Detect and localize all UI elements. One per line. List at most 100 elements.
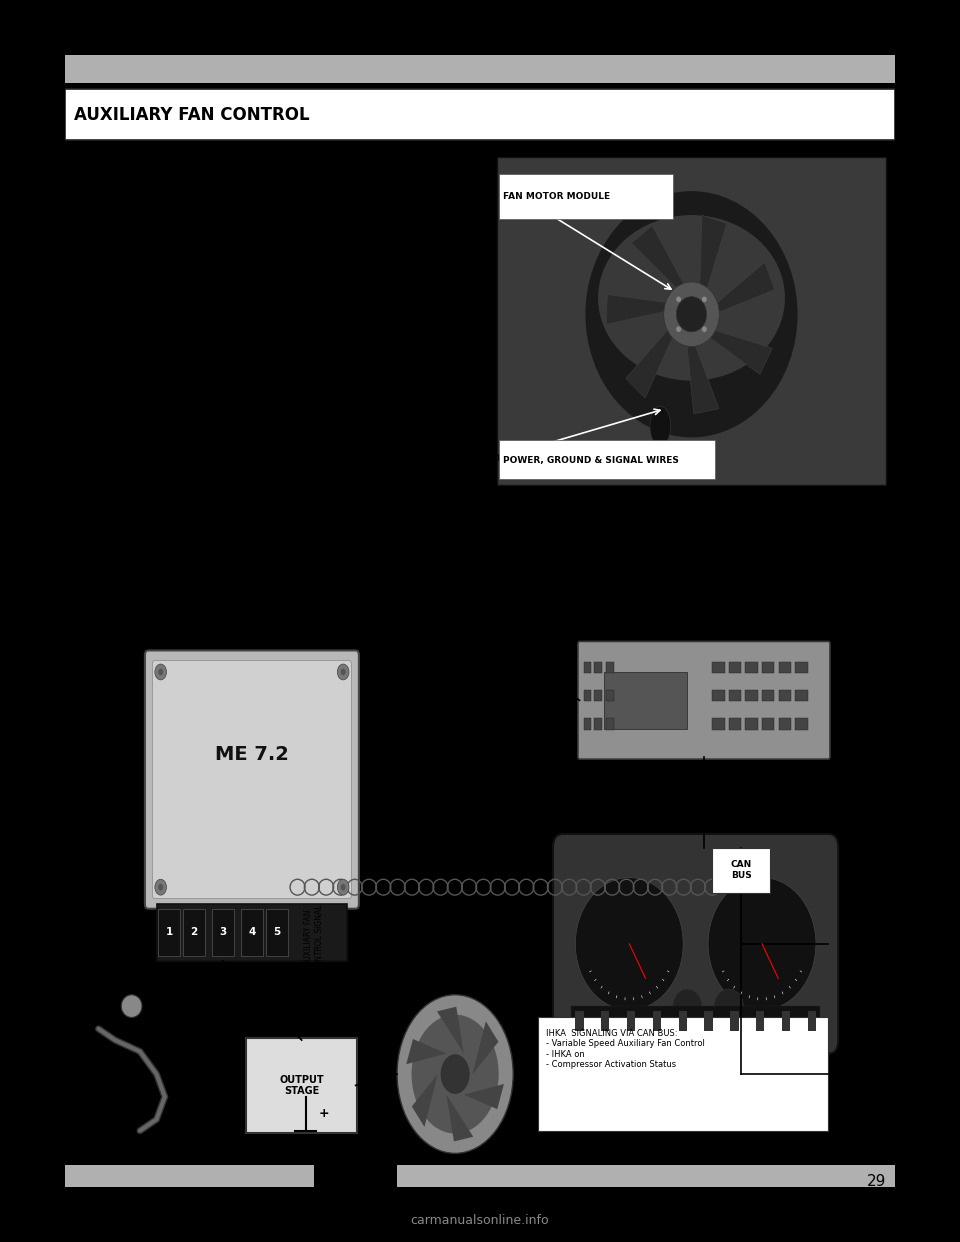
Bar	[705, 1011, 712, 1031]
Text: •: •	[86, 534, 94, 549]
Ellipse shape	[702, 327, 707, 332]
Ellipse shape	[650, 406, 671, 446]
Text: •: •	[86, 576, 94, 590]
Polygon shape	[606, 294, 671, 324]
Polygon shape	[464, 1084, 504, 1109]
Polygon shape	[626, 325, 675, 399]
Bar	[745, 691, 757, 702]
Text: carmanualsonline.info: carmanualsonline.info	[411, 1213, 549, 1227]
Bar	[594, 718, 602, 730]
Bar	[712, 847, 770, 893]
Text: AUXILIARY FAN
CONTROL SIGNAL: AUXILIARY FAN CONTROL SIGNAL	[304, 904, 324, 972]
Bar	[745, 718, 757, 730]
Bar	[795, 691, 807, 702]
Bar	[499, 174, 673, 219]
Bar	[606, 718, 613, 730]
Text: •: •	[86, 451, 94, 465]
Text: ME 7.2.: ME 7.2.	[74, 397, 120, 411]
Bar	[627, 1011, 636, 1031]
Bar	[538, 1017, 828, 1130]
Ellipse shape	[441, 1054, 469, 1094]
Ellipse shape	[676, 297, 682, 302]
Polygon shape	[472, 1021, 498, 1074]
Text: 29: 29	[867, 1174, 886, 1189]
Bar	[266, 909, 288, 956]
Ellipse shape	[158, 884, 163, 891]
Bar	[584, 662, 591, 673]
Bar	[241, 909, 263, 956]
Text: 5: 5	[274, 928, 280, 938]
Text: COMPRESSOR CUT OUT
SIGNAL (S-KOREL): COMPRESSOR CUT OUT SIGNAL (S-KOREL)	[437, 656, 457, 745]
Text: IHKA signalling via the K and CAN bus based on calculated refrigerant pressures.: IHKA signalling via the K and CAN bus ba…	[103, 493, 610, 505]
Bar	[807, 1011, 816, 1031]
Bar	[781, 1011, 790, 1031]
Polygon shape	[706, 329, 772, 374]
Bar	[575, 1011, 584, 1031]
Text: motor  output  stage  receives  power  and: motor output stage receives power and	[74, 289, 342, 302]
Polygon shape	[700, 215, 727, 294]
Bar	[183, 909, 204, 956]
Text: K BUS: K BUS	[588, 807, 628, 820]
Ellipse shape	[586, 191, 798, 437]
Bar	[397, 1165, 895, 1187]
Ellipse shape	[121, 995, 142, 1017]
Text: The auxiliary fan is controlled by ME 7.2.  The: The auxiliary fan is controlled by ME 7.…	[74, 253, 361, 266]
Bar	[499, 440, 715, 479]
Bar	[779, 718, 791, 730]
Polygon shape	[632, 226, 686, 292]
FancyBboxPatch shape	[246, 1038, 357, 1133]
Bar	[712, 691, 725, 702]
Text: control, the fan is activated based on the fol-: control, the fan is activated based on t…	[74, 402, 356, 415]
Text: +: +	[319, 1107, 329, 1120]
Text: RADIATOR
OUTLET
TEMPERATURE
SENSOR: RADIATOR OUTLET TEMPERATURE SENSOR	[82, 938, 156, 979]
Bar	[65, 55, 895, 83]
Text: AUXILIARY FAN CONTROL: AUXILIARY FAN CONTROL	[74, 106, 309, 124]
Text: When the over temperature light in the instrument cluster is on (120°C) the fan : When the over temperature light in the i…	[74, 537, 653, 549]
Bar	[594, 691, 602, 702]
FancyBboxPatch shape	[145, 651, 359, 909]
Ellipse shape	[155, 879, 166, 895]
Bar	[762, 718, 775, 730]
Text: AUX FAN
OUTPUT
STAGE/MOTOR: AUX FAN OUTPUT STAGE/MOTOR	[419, 1194, 492, 1223]
Ellipse shape	[341, 668, 346, 676]
Text: the fan is run at a frequency of 10 Hz.: the fan is run at a frequency of 10 Hz.	[74, 609, 312, 621]
FancyBboxPatch shape	[153, 661, 351, 898]
Bar	[212, 909, 233, 956]
Polygon shape	[406, 1040, 446, 1064]
Text: ground  and  activates  the  motor  based  on  a: ground and activates the motor based on …	[74, 325, 373, 338]
Polygon shape	[412, 1074, 438, 1126]
Polygon shape	[446, 1094, 473, 1141]
Bar	[601, 1011, 610, 1031]
Bar	[594, 662, 602, 673]
Text: ME 7.2: ME 7.2	[215, 745, 289, 764]
Bar	[584, 718, 591, 730]
Bar	[496, 156, 886, 486]
FancyBboxPatch shape	[578, 641, 830, 759]
Text: 4: 4	[249, 928, 255, 938]
Text: 3: 3	[219, 928, 227, 938]
Text: The Auxiliary Fan motor incorporates an out-: The Auxiliary Fan motor incorporates an …	[74, 174, 353, 186]
Ellipse shape	[155, 664, 166, 679]
Ellipse shape	[158, 668, 163, 676]
Bar	[795, 718, 807, 730]
Text: POWER, GROUND & SIGNAL WIRES: POWER, GROUND & SIGNAL WIRES	[503, 456, 679, 465]
Bar	[156, 904, 348, 961]
Text: Battery voltage level: Battery voltage level	[103, 576, 233, 589]
Ellipse shape	[677, 297, 707, 332]
Bar	[712, 718, 725, 730]
Ellipse shape	[708, 878, 816, 1010]
Text: OUTPUT
STAGE: OUTPUT STAGE	[279, 1074, 324, 1097]
Polygon shape	[686, 339, 719, 414]
Ellipse shape	[575, 878, 684, 1010]
Bar	[779, 691, 791, 702]
Bar	[679, 1011, 687, 1031]
Text: 2: 2	[190, 928, 198, 938]
Ellipse shape	[341, 884, 346, 891]
Text: Similar to the aux fan in the E46 with MS 42.0: Similar to the aux fan in the E46 with M…	[74, 366, 362, 379]
Bar	[729, 662, 741, 673]
Polygon shape	[712, 262, 775, 314]
Text: Radiator outlet temperature sensor input exceeds a preset temperature.: Radiator outlet temperature sensor input…	[103, 451, 558, 465]
Bar	[795, 662, 807, 673]
Ellipse shape	[598, 215, 785, 380]
Text: lowing factors:: lowing factors:	[74, 438, 166, 452]
